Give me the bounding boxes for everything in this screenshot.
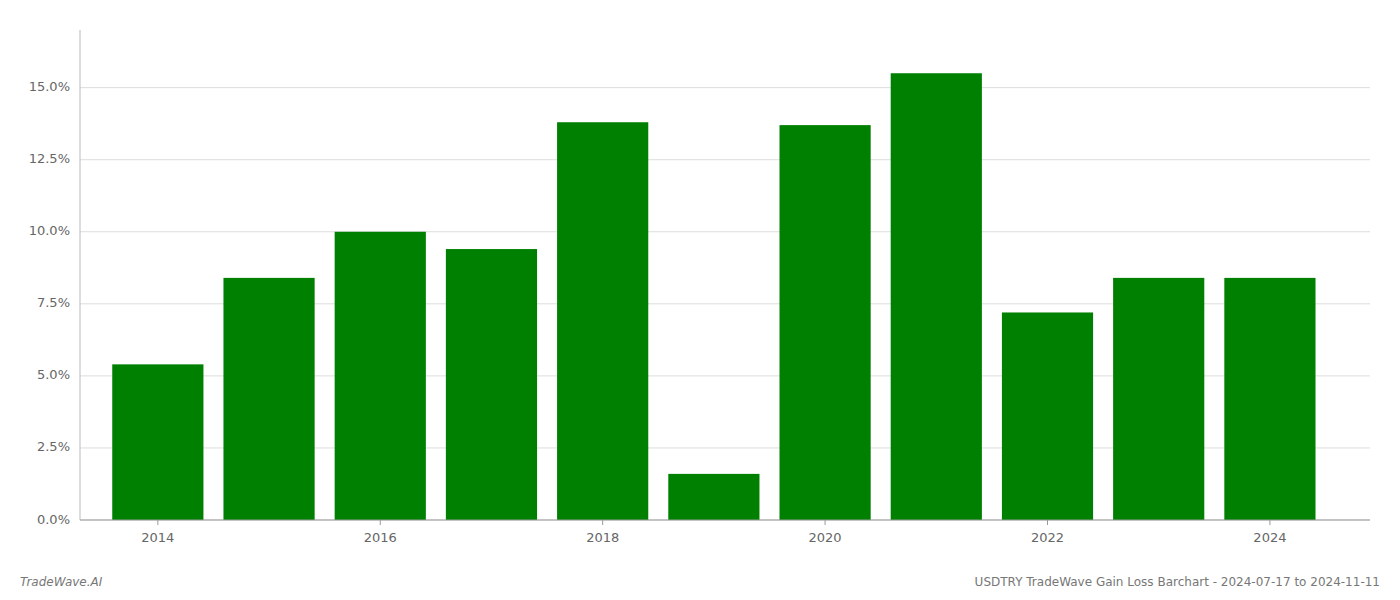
footer-left: TradeWave.AI: [20, 575, 103, 589]
bar: [1224, 278, 1315, 520]
chart: 0.0% 2.5% 5.0% 7.5% 10.0% 12.5% 15.0% 2014 2016 2…: [0, 0, 1400, 600]
bar: [668, 474, 759, 520]
y-tick-label: 5.0%: [37, 367, 70, 382]
bar: [112, 364, 203, 520]
x-tick-label: 2018: [586, 530, 619, 545]
footer-right: USDTRY TradeWave Gain Loss Barchart - 20…: [975, 575, 1380, 589]
bar: [223, 278, 314, 520]
x-tick-label: 2022: [1031, 530, 1064, 545]
bar: [779, 125, 870, 520]
x-tick: [380, 520, 381, 525]
chart-container: 0.0% 2.5% 5.0% 7.5% 10.0% 12.5% 15.0% 2014 2016 2…: [0, 0, 1400, 600]
x-tick-label: 2020: [809, 530, 842, 545]
x-tick: [1269, 520, 1270, 525]
y-tick-label: 2.5%: [37, 439, 70, 454]
grid-line: [80, 231, 1370, 232]
y-tick-label: 10.0%: [29, 223, 70, 238]
bar: [335, 232, 426, 520]
grid-line: [80, 87, 1370, 88]
bars: [112, 73, 1315, 520]
y-axis-line: [80, 30, 81, 520]
x-tick-label: 2024: [1253, 530, 1286, 545]
y-tick-label: 15.0%: [29, 79, 70, 94]
bar: [891, 73, 982, 520]
y-tick-label: 12.5%: [29, 151, 70, 166]
x-tick-label: 2014: [141, 530, 174, 545]
bar: [557, 122, 648, 520]
y-tick-label: 0.0%: [37, 512, 70, 527]
x-tick: [825, 520, 826, 525]
grid-line: [80, 520, 1370, 521]
y-grid: [80, 88, 1370, 520]
bar: [446, 249, 537, 520]
x-tick: [602, 520, 603, 525]
x-tick: [1047, 520, 1048, 525]
x-tick: [157, 520, 158, 525]
grid-line: [80, 159, 1370, 160]
bar: [1113, 278, 1204, 520]
y-tick-label: 7.5%: [37, 295, 70, 310]
x-axis-line: [80, 520, 1370, 521]
x-tick-label: 2016: [364, 530, 397, 545]
bar: [1002, 312, 1093, 520]
